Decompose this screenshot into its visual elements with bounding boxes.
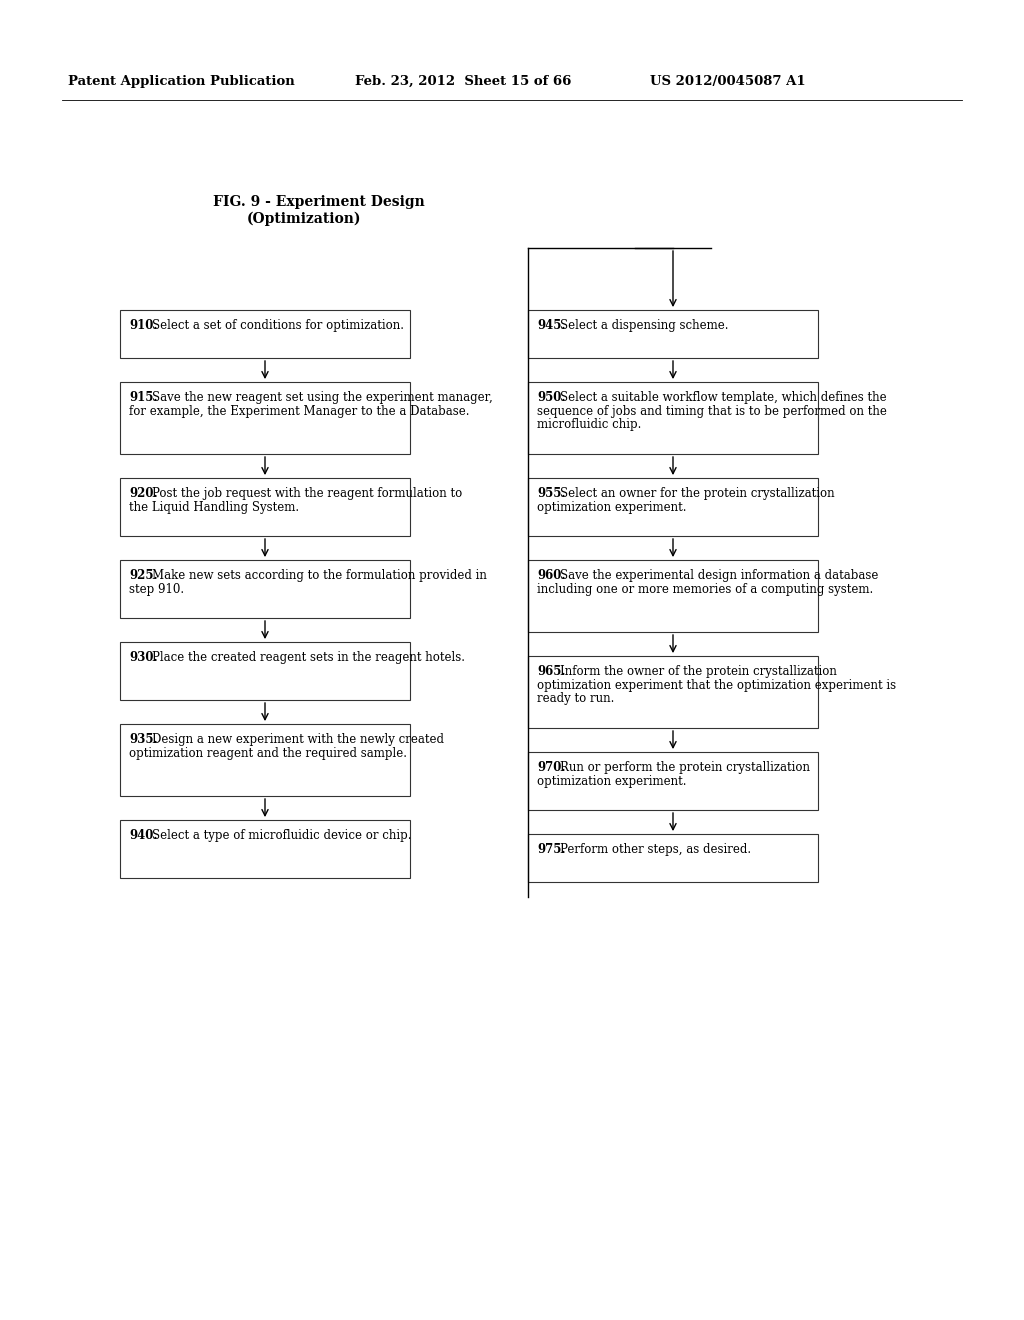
Bar bbox=[528, 656, 818, 729]
Bar bbox=[528, 310, 818, 358]
Bar bbox=[120, 560, 410, 618]
Text: Post the job request with the reagent formulation to: Post the job request with the reagent fo… bbox=[153, 487, 463, 500]
Text: ready to run.: ready to run. bbox=[537, 692, 614, 705]
Bar bbox=[528, 478, 818, 536]
Text: 955.: 955. bbox=[537, 487, 565, 500]
Text: (Optimization): (Optimization) bbox=[247, 213, 361, 227]
Text: 945.: 945. bbox=[537, 319, 565, 333]
Bar bbox=[120, 820, 410, 878]
Text: 965.: 965. bbox=[537, 665, 565, 678]
Text: 910.: 910. bbox=[129, 319, 158, 333]
Text: for example, the Experiment Manager to the a Database.: for example, the Experiment Manager to t… bbox=[129, 404, 469, 417]
Text: including one or more memories of a computing system.: including one or more memories of a comp… bbox=[537, 582, 873, 595]
Bar bbox=[528, 834, 818, 882]
Text: US 2012/0045087 A1: US 2012/0045087 A1 bbox=[650, 75, 806, 88]
Bar bbox=[120, 381, 410, 454]
Text: FIG. 9 - Experiment Design: FIG. 9 - Experiment Design bbox=[213, 195, 425, 209]
Text: Select a dispensing scheme.: Select a dispensing scheme. bbox=[560, 319, 729, 333]
Text: Design a new experiment with the newly created: Design a new experiment with the newly c… bbox=[153, 733, 444, 746]
Bar bbox=[120, 642, 410, 700]
Text: 930.: 930. bbox=[129, 651, 158, 664]
Text: Perform other steps, as desired.: Perform other steps, as desired. bbox=[560, 843, 752, 855]
Text: optimization experiment.: optimization experiment. bbox=[537, 775, 686, 788]
Text: 970.: 970. bbox=[537, 762, 565, 774]
Bar bbox=[120, 478, 410, 536]
Text: 935.: 935. bbox=[129, 733, 158, 746]
Text: the Liquid Handling System.: the Liquid Handling System. bbox=[129, 500, 299, 513]
Text: 950.: 950. bbox=[537, 391, 565, 404]
Text: 925.: 925. bbox=[129, 569, 158, 582]
Text: 960.: 960. bbox=[537, 569, 565, 582]
Text: Make new sets according to the formulation provided in: Make new sets according to the formulati… bbox=[153, 569, 487, 582]
Text: 920.: 920. bbox=[129, 487, 158, 500]
Text: optimization experiment.: optimization experiment. bbox=[537, 500, 686, 513]
Text: optimization experiment that the optimization experiment is: optimization experiment that the optimiz… bbox=[537, 678, 896, 692]
Text: 975.: 975. bbox=[537, 843, 565, 855]
Text: Select a type of microfluidic device or chip.: Select a type of microfluidic device or … bbox=[153, 829, 412, 842]
Text: Select an owner for the protein crystallization: Select an owner for the protein crystall… bbox=[560, 487, 835, 500]
Text: Patent Application Publication: Patent Application Publication bbox=[68, 75, 295, 88]
Text: 940.: 940. bbox=[129, 829, 158, 842]
Text: Select a suitable workflow template, which defines the: Select a suitable workflow template, whi… bbox=[560, 391, 887, 404]
Bar bbox=[120, 723, 410, 796]
Text: Inform the owner of the protein crystallization: Inform the owner of the protein crystall… bbox=[560, 665, 838, 678]
Text: microfluidic chip.: microfluidic chip. bbox=[537, 418, 641, 432]
Text: step 910.: step 910. bbox=[129, 582, 184, 595]
Bar bbox=[528, 752, 818, 810]
Text: Place the created reagent sets in the reagent hotels.: Place the created reagent sets in the re… bbox=[153, 651, 465, 664]
Bar bbox=[528, 560, 818, 632]
Text: Run or perform the protein crystallization: Run or perform the protein crystallizati… bbox=[560, 762, 810, 774]
Text: optimization reagent and the required sample.: optimization reagent and the required sa… bbox=[129, 747, 407, 759]
Text: Save the new reagent set using the experiment manager,: Save the new reagent set using the exper… bbox=[153, 391, 494, 404]
Text: Save the experimental design information a database: Save the experimental design information… bbox=[560, 569, 879, 582]
Bar bbox=[528, 381, 818, 454]
Text: Feb. 23, 2012  Sheet 15 of 66: Feb. 23, 2012 Sheet 15 of 66 bbox=[355, 75, 571, 88]
Text: Select a set of conditions for optimization.: Select a set of conditions for optimizat… bbox=[153, 319, 404, 333]
Text: 915.: 915. bbox=[129, 391, 158, 404]
Text: sequence of jobs and timing that is to be performed on the: sequence of jobs and timing that is to b… bbox=[537, 404, 887, 417]
Bar bbox=[120, 310, 410, 358]
